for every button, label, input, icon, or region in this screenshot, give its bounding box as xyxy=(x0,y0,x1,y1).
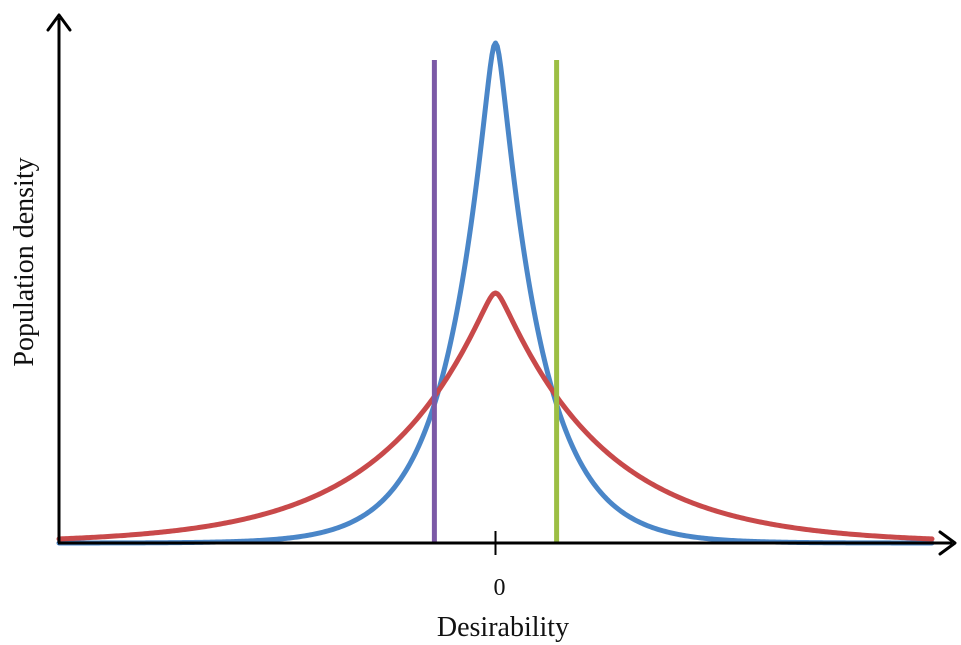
x-ticks-group: 0 xyxy=(494,531,506,601)
x-axis-label: Desirability xyxy=(437,612,569,643)
vertical-lines-group xyxy=(431,60,560,543)
curves-group xyxy=(56,40,935,546)
x-axis-arrow xyxy=(938,530,957,556)
x-tick-label-0: 0 xyxy=(494,575,506,601)
series-line-1 xyxy=(56,290,935,542)
y-axis-arrow xyxy=(46,13,72,32)
y-axis-label: Population density xyxy=(9,157,40,366)
